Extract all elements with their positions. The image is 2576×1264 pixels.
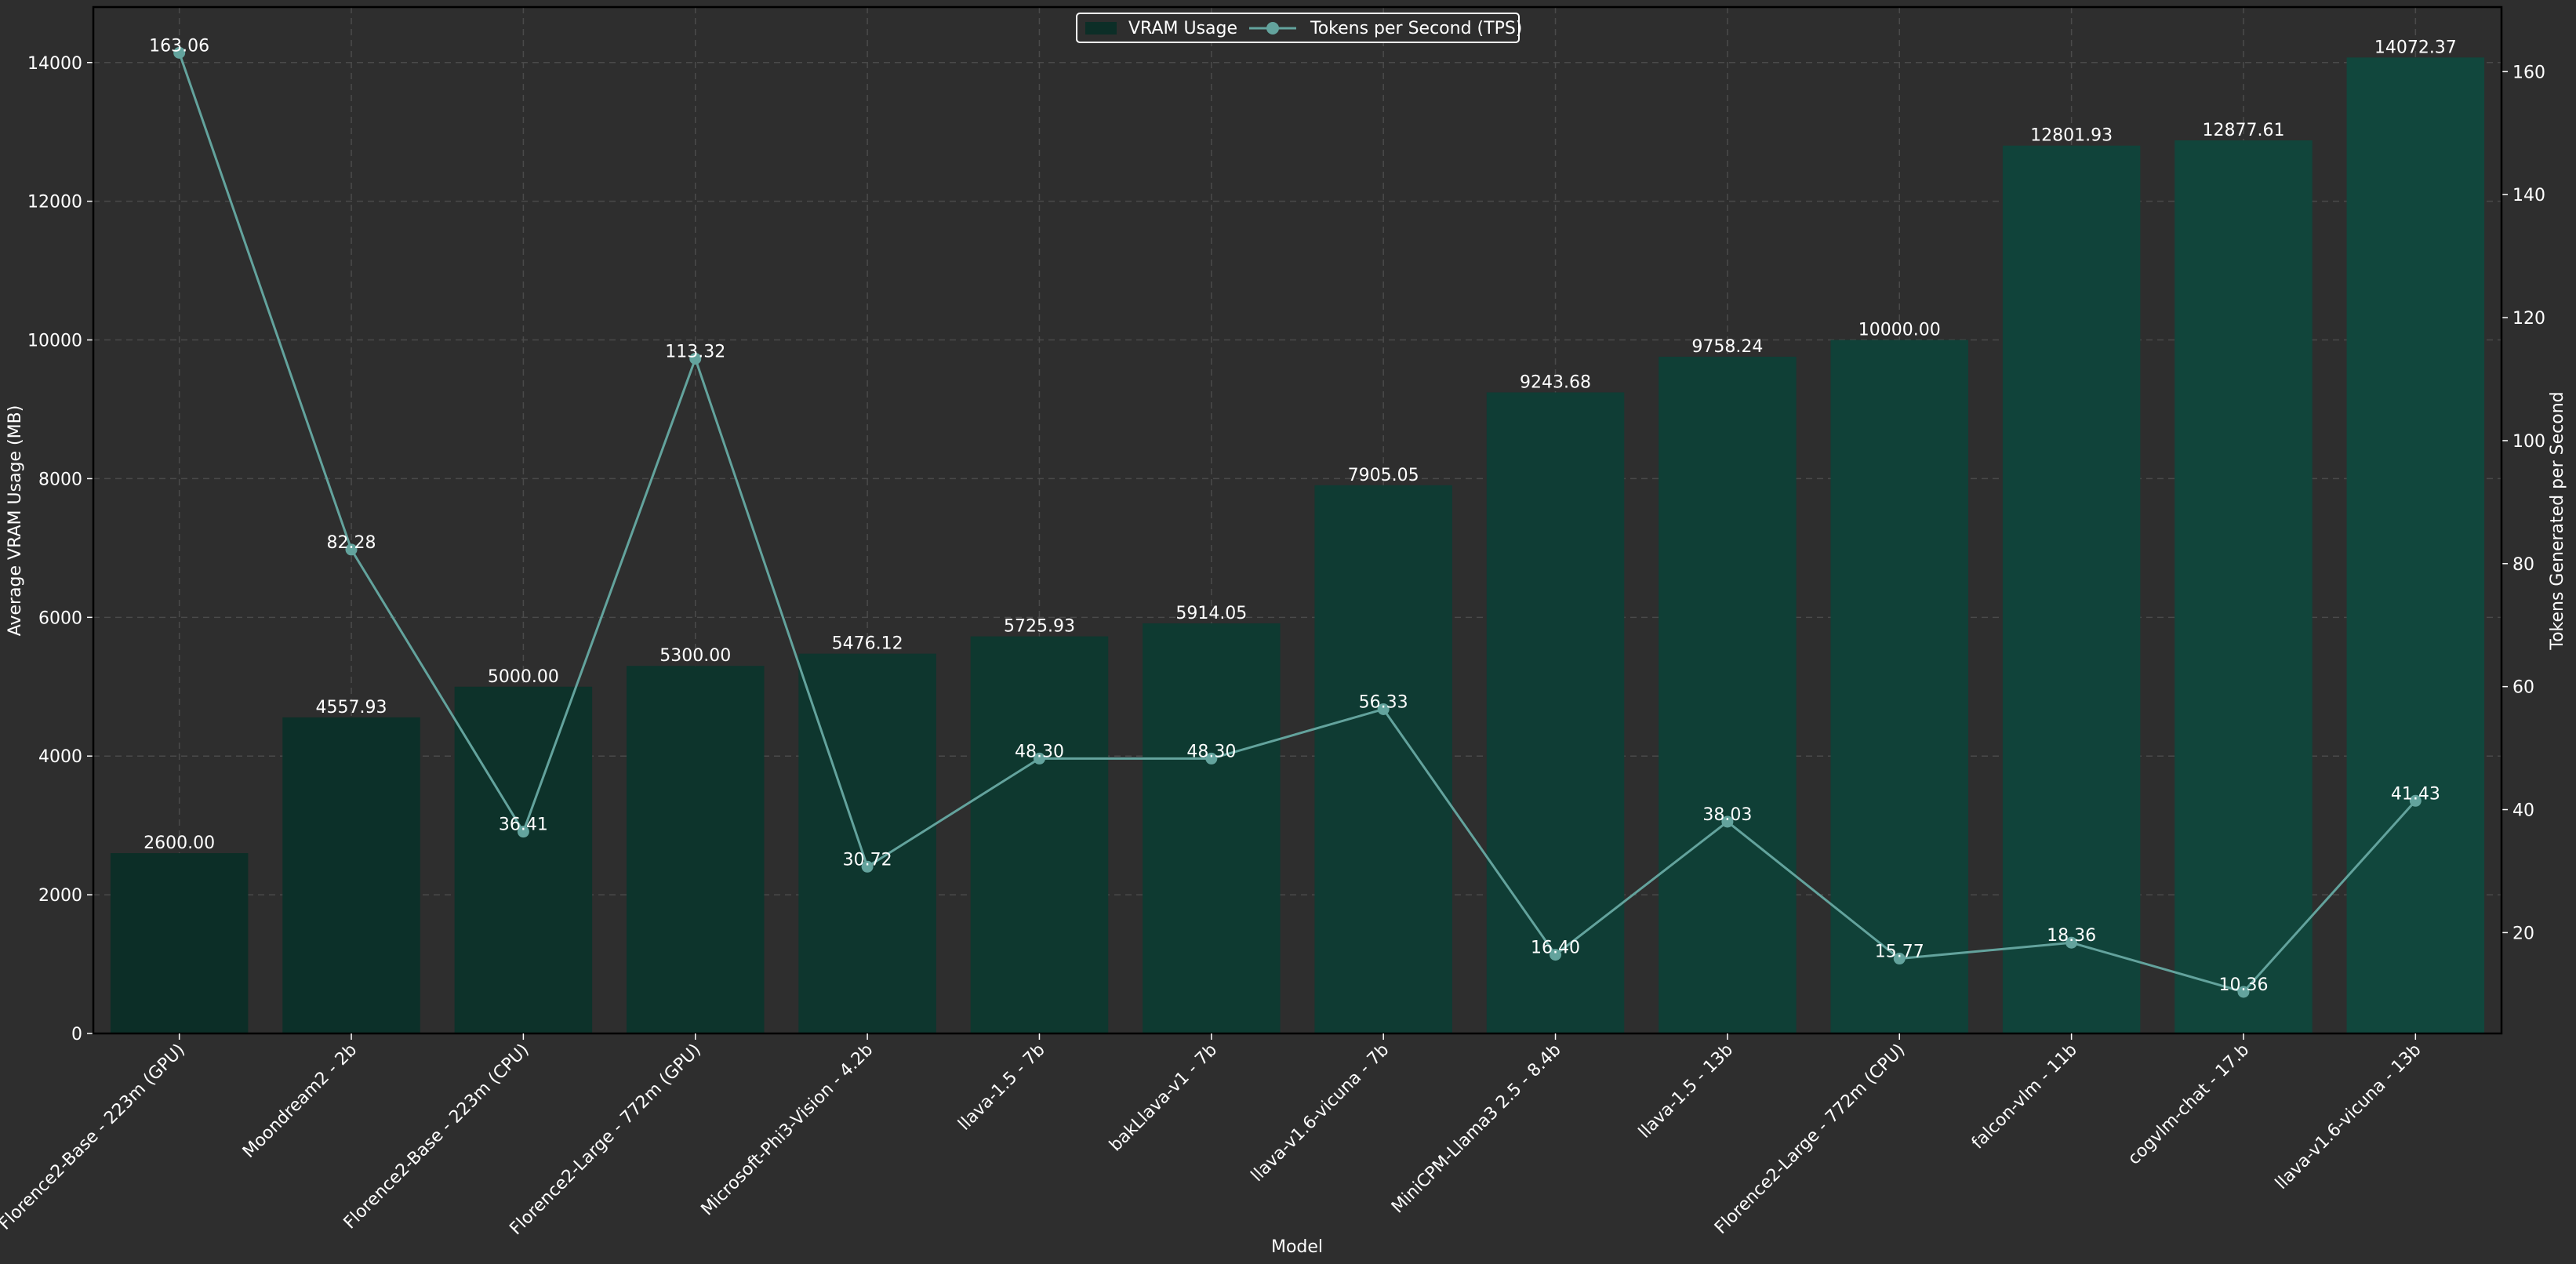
y2-tick-label: 100 — [2512, 432, 2545, 452]
bar-value-label: 9758.24 — [1691, 337, 1763, 357]
y2-tick-label: 20 — [2512, 924, 2534, 943]
bar — [2175, 140, 2313, 1034]
bar-value-label: 5914.05 — [1175, 604, 1247, 623]
tps-marker — [689, 352, 702, 365]
legend-line-label: Tokens per Second (TPS) — [1310, 19, 1522, 38]
bar — [970, 636, 1109, 1033]
tps-value-label: 113.32 — [665, 342, 725, 361]
bar-value-label: 9243.68 — [1520, 372, 1591, 392]
bar — [627, 666, 765, 1033]
y-tick-label: 0 — [71, 1025, 82, 1044]
bar — [1486, 392, 1625, 1034]
tps-marker — [1550, 949, 1562, 961]
tps-value-label: 82.28 — [327, 533, 376, 553]
x-axis-title: Model — [1271, 1237, 1323, 1257]
legend-bar-label: VRAM Usage — [1128, 19, 1237, 38]
tps-marker — [1033, 752, 1045, 765]
bar — [2002, 145, 2141, 1033]
y-tick-label: 2000 — [38, 886, 82, 906]
bar-value-label: 12801.93 — [2030, 126, 2113, 146]
bar — [798, 653, 936, 1033]
tps-marker — [173, 46, 186, 59]
y2-axis-title: Tokens Generated per Second — [2548, 391, 2567, 650]
y-tick-label: 12000 — [27, 193, 82, 212]
tps-marker — [517, 826, 529, 838]
bar-value-label: 4557.93 — [316, 698, 387, 717]
tps-value-label: 56.33 — [1359, 692, 1408, 712]
y-tick-label: 4000 — [38, 747, 82, 767]
bar — [1830, 340, 1968, 1033]
bar — [2346, 57, 2485, 1033]
tps-marker — [1893, 953, 1906, 965]
tps-value-label: 16.40 — [1531, 939, 1580, 958]
legend: VRAM Usage Tokens per Second (TPS) — [1076, 13, 1522, 43]
y-tick-label: 6000 — [38, 608, 82, 628]
bar — [110, 853, 249, 1033]
y-axis-title: Average VRAM Usage (MB) — [5, 405, 25, 637]
bar-value-label: 2600.00 — [144, 834, 215, 853]
tps-value-label: 15.77 — [1875, 943, 1924, 962]
y2-tick-label: 140 — [2512, 186, 2545, 205]
bar-value-label: 5000.00 — [488, 667, 559, 687]
axes-frame — [92, 5, 2503, 1035]
tps-marker — [1721, 815, 1734, 828]
y2-tick-label: 80 — [2512, 555, 2534, 575]
bar-value-label: 5476.12 — [832, 634, 903, 654]
legend-box — [1076, 13, 1520, 43]
bar — [1143, 623, 1281, 1033]
tps-marker — [1205, 752, 1218, 765]
y2-tick-label: 160 — [2512, 63, 2545, 82]
tps-marker — [1377, 703, 1390, 715]
tps-value-label: 48.30 — [1015, 742, 1064, 761]
tps-marker — [345, 543, 358, 556]
y2-tick-label: 40 — [2512, 801, 2534, 821]
tps-marker — [861, 860, 874, 873]
label-layer: 2600.00 4557.93 5000.00 5300.00 5476.12 5725.… — [144, 36, 2457, 995]
bar — [454, 686, 593, 1033]
bar-value-label: 5725.93 — [1004, 617, 1075, 637]
bar — [1659, 356, 1797, 1033]
y-tick-label: 14000 — [27, 54, 82, 74]
bar — [1314, 485, 1452, 1033]
tps-value-label: 48.30 — [1186, 742, 1236, 761]
line-layer — [173, 46, 2422, 998]
tps-value-label: 38.03 — [1702, 805, 1752, 825]
tps-value-label: 163.06 — [149, 36, 209, 56]
bar — [282, 717, 420, 1033]
tps-value-label: 18.36 — [2047, 926, 2096, 946]
y2-tick-label: 60 — [2512, 678, 2534, 698]
y-tick-label: 10000 — [27, 332, 82, 351]
tps-value-label: 30.72 — [843, 850, 892, 870]
tps-value-label: 41.43 — [2391, 784, 2440, 804]
tps-line — [178, 52, 2417, 993]
tps-marker — [2237, 986, 2250, 998]
bar-layer — [110, 57, 2485, 1034]
bar-value-label: 10000.00 — [1858, 321, 1941, 340]
tps-value-label: 36.41 — [499, 815, 548, 835]
tps-value-label: 10.36 — [2218, 975, 2268, 995]
legend-bar-swatch — [1085, 22, 1117, 35]
tps-marker — [2409, 794, 2422, 807]
legend-line-marker — [1266, 22, 1279, 35]
bar-value-label: 5300.00 — [659, 646, 731, 666]
bar-value-label: 7905.05 — [1348, 466, 1419, 485]
bar-value-label: 12877.61 — [2202, 121, 2284, 140]
bar-value-label: 14072.37 — [2374, 38, 2457, 57]
y2-tick-label: 120 — [2512, 309, 2545, 329]
tps-marker — [2066, 936, 2078, 949]
y-tick-label: 8000 — [38, 470, 82, 489]
